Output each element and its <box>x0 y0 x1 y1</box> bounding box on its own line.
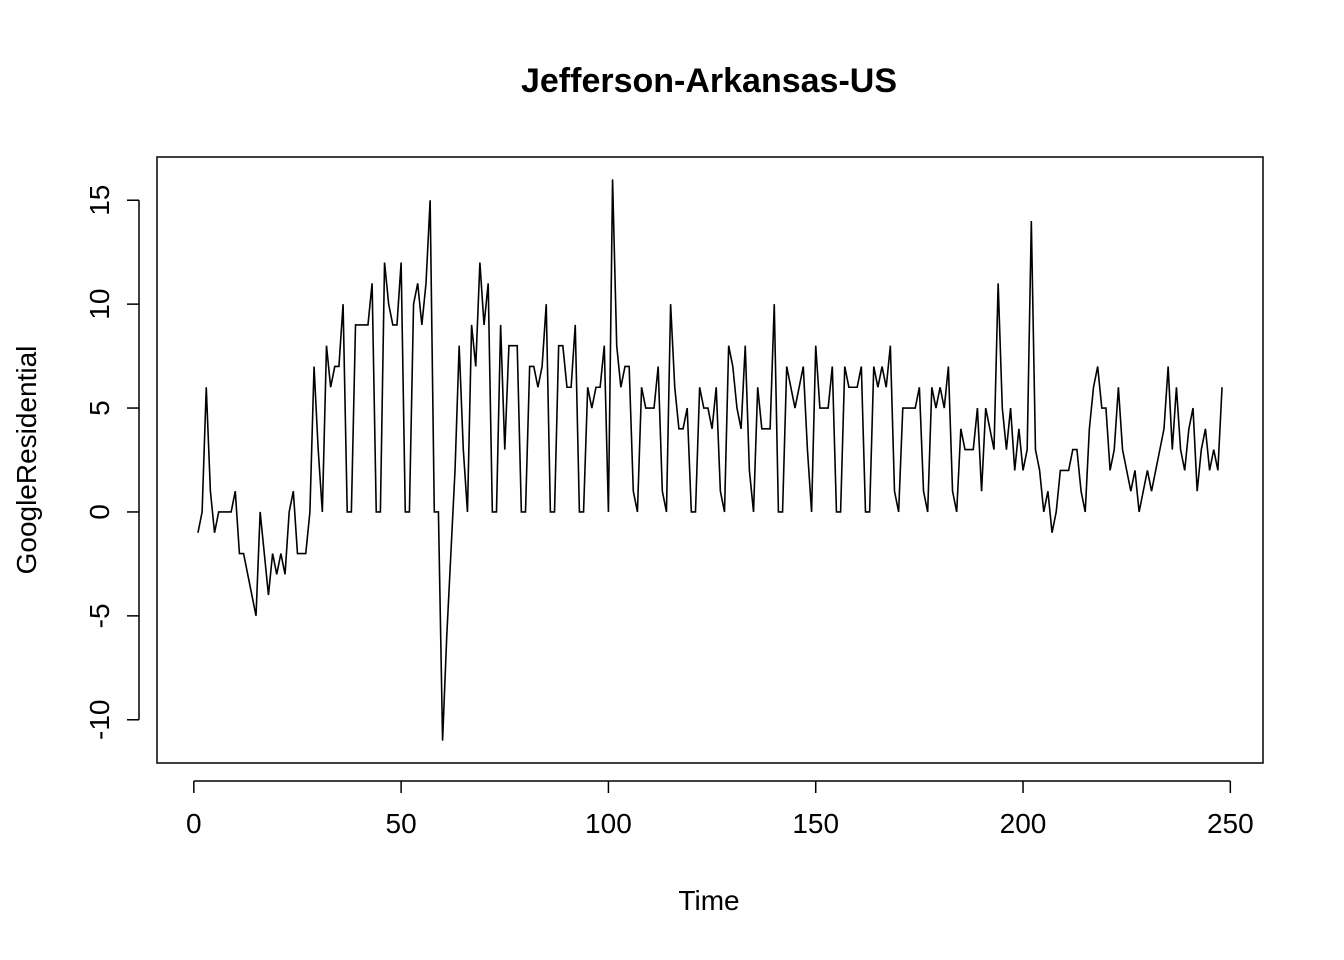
chart-title: Jefferson-Arkansas-US <box>521 62 897 100</box>
plot-box <box>156 156 1264 764</box>
x-tick-label: 200 <box>1000 808 1047 839</box>
y-tick-label: 5 <box>84 400 115 416</box>
x-tick-label: 150 <box>792 808 839 839</box>
y-axis-label: GoogleResidential <box>11 346 42 575</box>
x-tick-label: 100 <box>585 808 632 839</box>
x-tick-label: 50 <box>386 808 417 839</box>
y-tick-label: -10 <box>84 700 115 740</box>
y-tick-label: -5 <box>84 603 115 628</box>
x-axis: 0 50 100 150 200 250 <box>186 780 1254 839</box>
y-tick-label: 15 <box>84 185 115 216</box>
y-tick-label: 0 <box>84 504 115 520</box>
x-tick-label: 0 <box>186 808 202 839</box>
x-axis-label: Time <box>678 885 739 916</box>
y-tick-label: 10 <box>84 289 115 320</box>
y-axis: -10 -5 0 5 10 15 <box>84 185 140 740</box>
x-tick-label: 250 <box>1207 808 1254 839</box>
series-line <box>197 179 1223 741</box>
